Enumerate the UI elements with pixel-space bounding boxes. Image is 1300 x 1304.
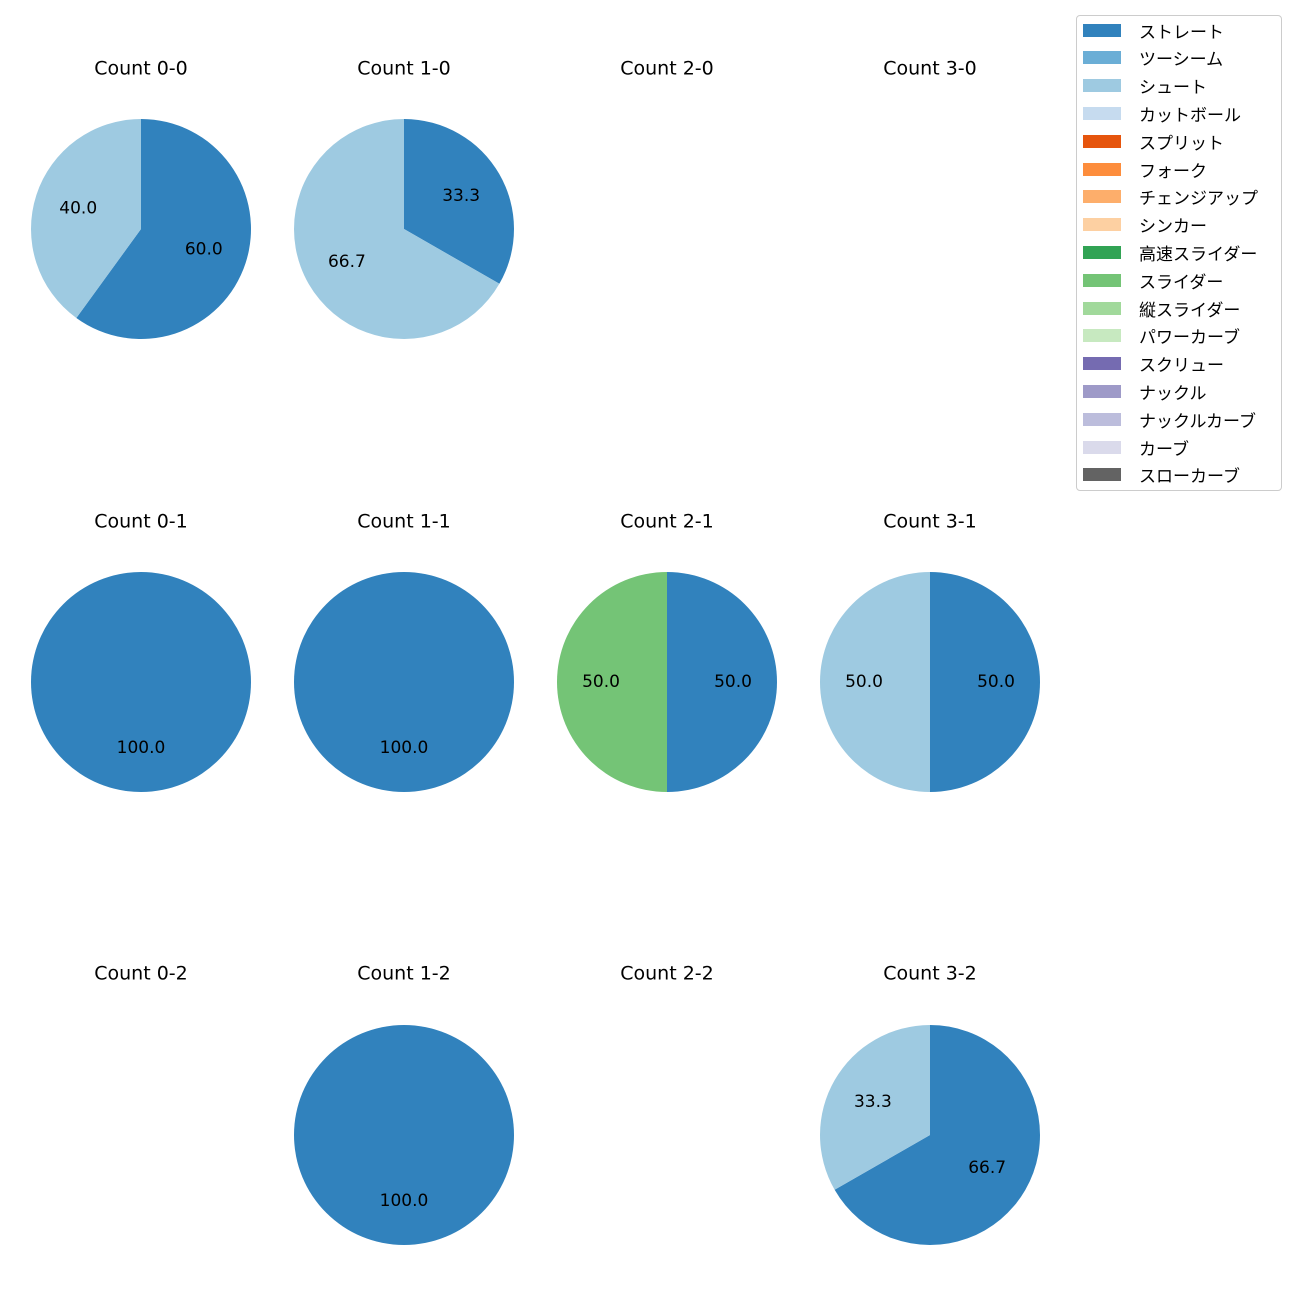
pie-slice-label: 33.3: [854, 1092, 892, 1112]
legend-label: ナックルカーブ: [1139, 411, 1256, 432]
legend-swatch: [1083, 301, 1121, 315]
legend-item: ナックル: [1083, 381, 1207, 404]
legend-label: カーブ: [1139, 439, 1189, 460]
pie-slice: [930, 572, 1040, 792]
legend-swatch: [1083, 218, 1121, 232]
legend-item: シンカー: [1083, 215, 1207, 238]
legend-swatch: [1083, 51, 1121, 65]
pie-slice: [30, 119, 141, 318]
legend-label: パワーカーブ: [1139, 328, 1240, 349]
legend-label: スライダー: [1139, 272, 1224, 293]
pie-slice-label: 33.3: [442, 186, 480, 206]
legend-label: シュート: [1139, 78, 1207, 99]
pie-slice-label: 50.0: [582, 672, 620, 692]
pie-slice-label: 60.0: [185, 239, 223, 259]
pie-slice: [404, 119, 514, 284]
legend-item: ツーシーム: [1083, 48, 1224, 71]
legend-label: シンカー: [1139, 217, 1207, 238]
legend-swatch: [1083, 134, 1121, 148]
legend-item: 縦スライダー: [1083, 298, 1241, 321]
legend-swatch: [1083, 329, 1121, 343]
legend-item: スライダー: [1083, 270, 1224, 293]
pie-title: Count 0-2: [94, 963, 188, 985]
legend-swatch: [1083, 412, 1121, 426]
legend-item: シュート: [1083, 76, 1207, 99]
legend-swatch: [1083, 79, 1121, 93]
pie-slice: [557, 572, 667, 792]
legend-swatch: [1083, 440, 1121, 454]
legend: ストレートツーシームシュートカットボール スプリットフォークチェンジアップ シンカー…: [1076, 15, 1282, 491]
pie-slice-label: 66.7: [328, 252, 366, 272]
legend-swatch: [1083, 23, 1121, 37]
legend-item: ストレート: [1083, 20, 1224, 43]
legend-label: 縦スライダー: [1139, 300, 1241, 321]
legend-label: ナックル: [1139, 383, 1207, 404]
legend-item: パワーカーブ: [1083, 326, 1240, 349]
pie-slice: [667, 572, 777, 792]
legend-swatch: [1083, 162, 1121, 176]
pie-title: Count 3-1: [883, 511, 977, 533]
legend-label: スクリュー: [1139, 356, 1224, 377]
legend-swatch: [1083, 468, 1121, 482]
pie-slice-label: 50.0: [714, 672, 752, 692]
legend-label: 高速スライダー: [1139, 244, 1258, 265]
legend-label: ストレート: [1139, 22, 1224, 43]
pie-title: Count 0-1: [94, 511, 188, 533]
pie-slice-label: 50.0: [977, 672, 1015, 692]
legend-label: ツーシーム: [1139, 50, 1224, 71]
pie-title: Count 2-0: [620, 58, 714, 80]
legend-swatch: [1083, 106, 1121, 120]
legend-item: チェンジアップ: [1083, 187, 1258, 210]
pie-slice-label: 66.7: [968, 1158, 1006, 1178]
legend-item: スクリュー: [1083, 354, 1224, 377]
pie-slice-label: 100.0: [117, 738, 166, 758]
legend-swatch: [1083, 245, 1121, 259]
pie-slice: [820, 572, 930, 792]
legend-swatch: [1083, 190, 1121, 204]
pie-title: Count 3-0: [883, 58, 977, 80]
legend-swatch: [1083, 384, 1121, 398]
pie-title: Count 0-0: [94, 58, 188, 80]
pie-slice: [294, 1025, 514, 1245]
legend-item: 高速スライダー: [1083, 242, 1258, 265]
legend-label: スプリット: [1139, 133, 1224, 154]
legend-swatch: [1083, 357, 1121, 371]
pie-title: Count 2-2: [620, 963, 714, 985]
legend-item: スローカーブ: [1083, 465, 1240, 488]
pie-title: Count 1-1: [357, 511, 451, 533]
legend-item: カーブ: [1083, 437, 1189, 460]
pie-title: Count 1-2: [357, 963, 451, 985]
legend-swatch: [1083, 273, 1121, 287]
pie-slice: [293, 119, 500, 339]
pie-title: Count 2-1: [620, 511, 714, 533]
pie-title: Count 3-2: [883, 963, 977, 985]
pie-slice: [294, 572, 514, 792]
pie-slice-label: 40.0: [59, 199, 97, 219]
pie-slice: [820, 1025, 930, 1190]
legend-item: カットボール: [1083, 103, 1241, 126]
pie-slice-label: 50.0: [845, 672, 883, 692]
legend-label: スローカーブ: [1139, 467, 1240, 488]
legend-label: フォーク: [1139, 161, 1207, 182]
legend-label: チェンジアップ: [1139, 189, 1258, 210]
legend-item: ナックルカーブ: [1083, 409, 1256, 432]
pie-slice-label: 100.0: [380, 738, 429, 758]
pie-slice: [76, 119, 251, 339]
legend-item: フォーク: [1083, 159, 1207, 182]
legend-label: カットボール: [1139, 105, 1241, 126]
pie-title: Count 1-0: [357, 58, 451, 80]
legend-item: スプリット: [1083, 131, 1224, 154]
pie-slice: [31, 572, 251, 792]
pie-slice-label: 100.0: [380, 1191, 429, 1211]
pie-slice: [834, 1025, 1040, 1245]
